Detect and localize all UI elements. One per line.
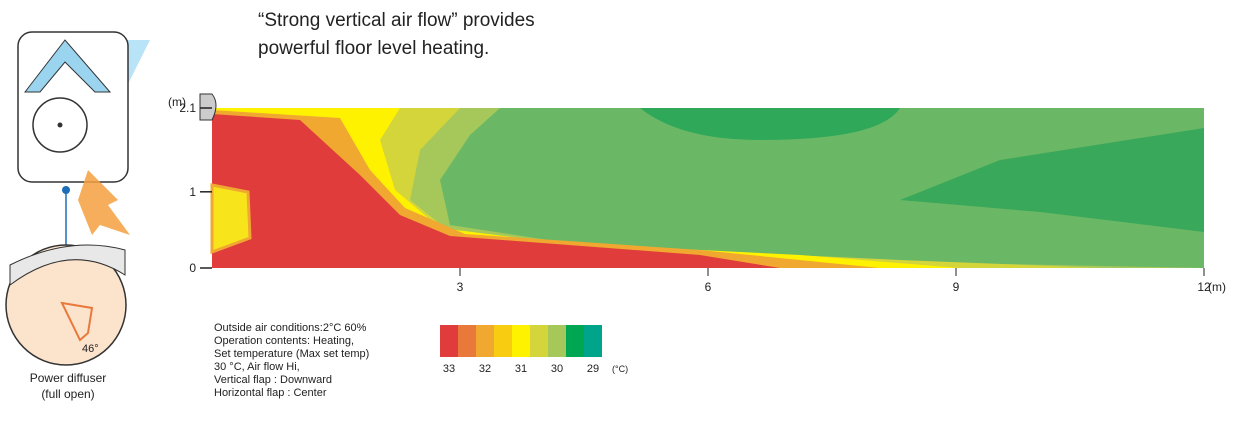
- legend-swatch: [548, 325, 566, 357]
- x-tick-label: 9: [953, 280, 960, 294]
- legend-unit: (°C): [612, 364, 628, 374]
- legend-swatch: [440, 325, 458, 357]
- header-line: powerful floor level heating.: [258, 38, 489, 59]
- x-tick-label: 12: [1197, 280, 1211, 294]
- legend-label: 31: [515, 363, 527, 375]
- temperature-field: [199, 93, 1204, 268]
- condition-line: Operation contents: Heating,: [214, 335, 354, 347]
- legend-swatch: [512, 325, 530, 357]
- x-unit: (m): [1208, 280, 1226, 294]
- legend-label: 33: [443, 363, 455, 375]
- y-unit: (m): [168, 95, 186, 109]
- legend-swatch: [458, 325, 476, 357]
- condition-line: 30 °C, Air flow Hi,: [214, 361, 300, 373]
- y-tick-label: 1: [189, 185, 196, 199]
- legend-swatch: [566, 325, 584, 357]
- legend-swatch: [494, 325, 512, 357]
- header-line: “Strong vertical air flow” provides: [258, 10, 535, 31]
- condition-line: Horizontal flap : Center: [214, 387, 327, 399]
- caption: (full open): [41, 387, 94, 401]
- legend-label: 32: [479, 363, 491, 375]
- y-tick-label: 2.1: [179, 101, 196, 115]
- caption: Power diffuser: [30, 371, 106, 385]
- unit-illustration: [5, 31, 150, 366]
- x-tick-label: 6: [705, 280, 712, 294]
- y-tick-label: 0: [189, 261, 196, 275]
- legend-swatch: [476, 325, 494, 357]
- condition-line: Vertical flap : Downward: [214, 374, 332, 386]
- condition-line: Outside air conditions:2°C 60%: [214, 322, 367, 334]
- angle-label: 46°: [82, 343, 99, 355]
- legend-swatch: [530, 325, 548, 357]
- legend-swatch: [584, 325, 602, 357]
- legend-label: 29: [587, 363, 599, 375]
- condition-line: Set temperature (Max set temp): [214, 348, 369, 360]
- legend-label: 30: [551, 363, 563, 375]
- x-tick-label: 3: [457, 280, 464, 294]
